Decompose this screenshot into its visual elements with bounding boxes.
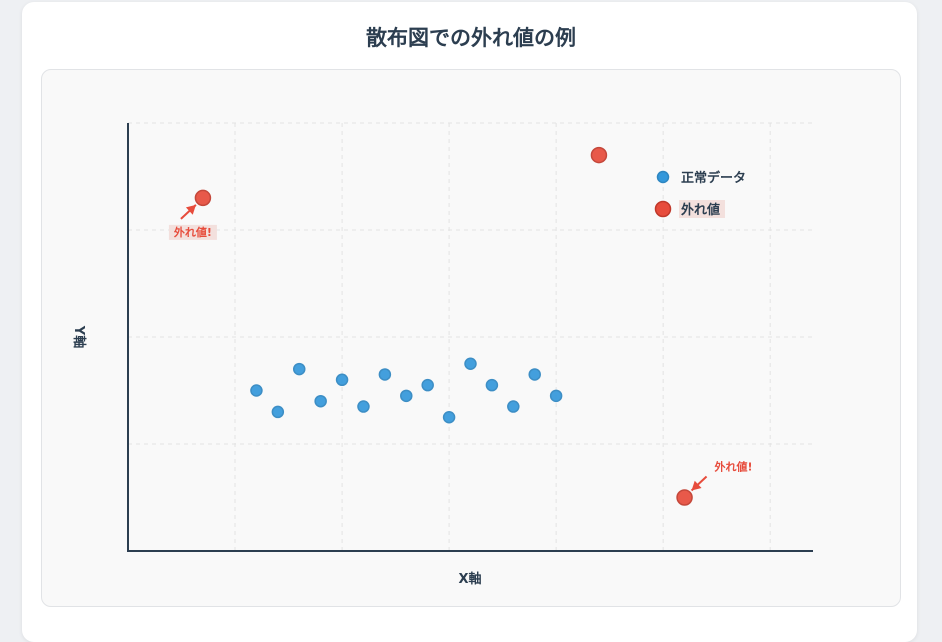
annotation-label: 外れ値! <box>173 225 212 239</box>
normal-data-point <box>421 378 434 392</box>
normal-data-point <box>293 362 306 376</box>
normal-data-point <box>271 405 285 419</box>
normal-data-point <box>335 373 349 387</box>
outlier-point <box>676 489 693 506</box>
normal-data-point <box>442 411 456 424</box>
y-axis-label: Y軸 <box>71 325 87 348</box>
normal-data-point <box>357 400 370 413</box>
legend-marker-outlier <box>654 200 672 218</box>
legend-label-highlight <box>679 200 725 218</box>
legend-label-outlier: 外れ値 <box>680 202 720 218</box>
plot-panel <box>41 69 901 607</box>
outlier-point <box>590 146 608 164</box>
chart-title: 散布図での外れ値の例 <box>366 26 576 50</box>
legend-label-normal: 正常データ <box>681 170 746 186</box>
grid-lines <box>128 122 813 551</box>
normal-data-point <box>400 389 413 403</box>
axes <box>127 123 813 552</box>
normal-data-point <box>250 384 263 397</box>
normal-data-point <box>528 368 541 381</box>
normal-data-point <box>464 357 477 370</box>
x-axis-label: X軸 <box>458 571 481 587</box>
normal-data-point <box>507 400 520 413</box>
normal-data-point <box>485 378 499 392</box>
data-points <box>194 146 693 506</box>
normal-data-point <box>314 394 327 408</box>
legend-marker-normal <box>656 170 670 184</box>
annotation-arrow-head <box>185 204 196 215</box>
outlier-point <box>194 189 212 207</box>
normal-data-point <box>549 389 563 403</box>
annotation-arrow-head <box>691 480 702 491</box>
annotations: 外れ値! 外れ値! <box>168 204 753 492</box>
annotation-label: 外れ値! <box>714 460 753 474</box>
annotation-label-background <box>168 224 217 240</box>
normal-data-point <box>378 368 392 381</box>
